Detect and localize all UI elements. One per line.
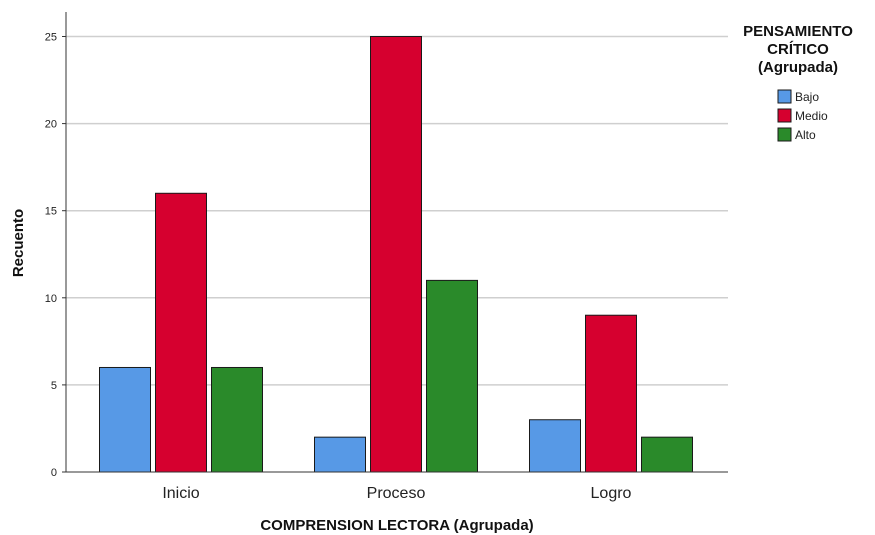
legend-swatch-medio <box>777 108 792 123</box>
x-axis-title: COMPRENSION LECTORA (Agrupada) <box>260 517 533 534</box>
bar-proceso-bajo <box>314 436 366 473</box>
bar-proceso-alto <box>426 279 478 473</box>
bar-inicio-alto <box>211 366 263 473</box>
legend-label-alto: Alto <box>795 128 816 142</box>
y-tick-label-5: 5 <box>51 380 57 392</box>
bar-inicio-bajo <box>99 366 151 473</box>
y-tick-label-10: 10 <box>45 293 57 305</box>
axes <box>65 12 728 473</box>
x-tick-label-proceso: Proceso <box>367 485 426 502</box>
x-tick-label-logro: Logro <box>591 485 632 502</box>
legend: PENSAMIENTO CRÍTICO (Agrupada) Bajo Medio… <box>743 23 853 142</box>
x-tick-labels: Inicio Proceso Logro <box>162 485 631 502</box>
bars <box>99 36 693 473</box>
bar-proceso-medio <box>370 36 422 473</box>
y-tick-label-20: 20 <box>45 119 57 131</box>
legend-label-medio: Medio <box>795 109 828 123</box>
y-tick-label-15: 15 <box>45 206 57 218</box>
legend-label-bajo: Bajo <box>795 90 819 104</box>
legend-swatch-bajo <box>777 89 792 104</box>
legend-title-line-3: (Agrupada) <box>758 59 838 76</box>
bar-inicio-medio <box>155 192 207 473</box>
legend-title-line-2: CRÍTICO <box>767 41 829 58</box>
y-axis-title: Recuento <box>10 209 27 277</box>
legend-title-line-1: PENSAMIENTO <box>743 23 853 40</box>
bar-logro-alto <box>641 436 693 473</box>
legend-swatch-alto <box>777 127 792 142</box>
y-tick-label-0: 0 <box>51 467 57 479</box>
y-tick-label-25: 25 <box>45 32 57 44</box>
bar-logro-medio <box>585 314 637 473</box>
legend-items: Bajo Medio Alto <box>777 89 828 142</box>
x-tick-label-inicio: Inicio <box>162 485 199 502</box>
y-tick-labels: 0 5 10 15 20 25 <box>45 32 66 479</box>
bar-logro-bajo <box>529 419 581 473</box>
